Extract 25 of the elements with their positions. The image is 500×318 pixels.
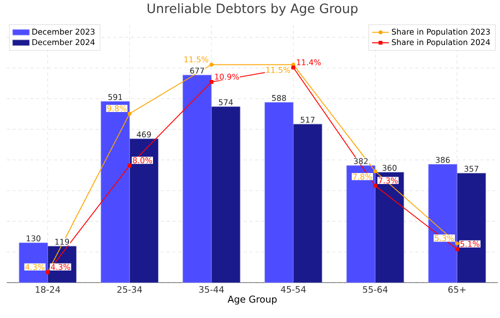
bar [346,165,376,283]
x-tick-label: 55-64 [362,286,388,293]
bar [182,74,212,283]
chart-title: Unreliable Debtors by Age Group [148,3,358,16]
bar [456,172,486,283]
bar [264,102,294,283]
bar [100,101,130,283]
x-tick-label: 35-44 [199,286,224,293]
point [128,112,132,116]
bar [293,124,322,283]
x-tick-label: 45-54 [280,286,306,293]
x-tick-label: 65+ [448,286,466,293]
bar [428,164,458,283]
point [455,241,460,246]
point [128,164,132,168]
bar [129,138,158,283]
point [455,247,460,251]
bar [211,106,240,283]
point [373,169,378,174]
bar [375,172,404,283]
x-tick-label: 25-34 [117,286,142,293]
x-tick-label: 18-24 [36,286,60,293]
x-axis-title: Age Group [228,295,277,304]
point [210,80,214,84]
bar [18,242,48,283]
